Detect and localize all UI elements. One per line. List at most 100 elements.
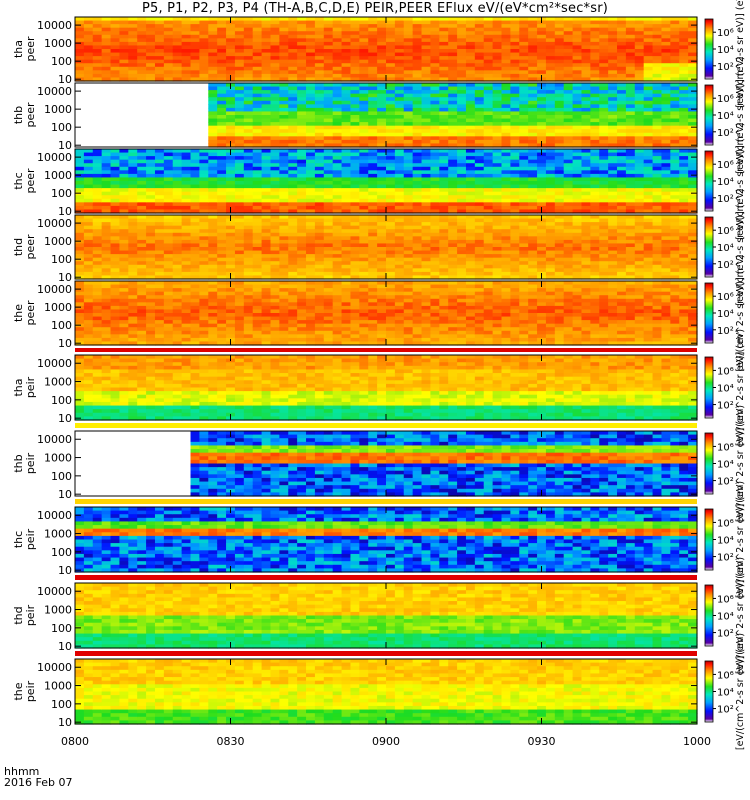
panel-species-label: peir <box>24 604 37 626</box>
panel-species-label: peer <box>24 36 37 62</box>
colorbar-unit-label: [eV/(cm^2-s sr eV)] (eV) <box>735 481 746 598</box>
panel-label: thc peer <box>12 168 37 194</box>
colorbar-unit-label: [eV/(cm^2-s sr eV)] (eV) <box>735 557 746 674</box>
panel-label: thd peir <box>12 604 37 626</box>
colorbar-unit-text: [eV/(cm^2-s sr eV)] (eV) <box>735 329 746 446</box>
x-tick-label: 1000 <box>683 735 711 748</box>
y-tick-label: 10000 <box>37 151 72 164</box>
y-tick-label: 10 <box>58 564 72 577</box>
x-tick-label: 0830 <box>217 735 245 748</box>
x-axis-date-label: 2016 Feb 07 <box>4 776 73 789</box>
colorbar <box>704 84 714 146</box>
colorbar <box>704 432 714 495</box>
x-axis-unit-label: hhmm <box>4 765 40 778</box>
colorbar-unit-text: [eV/(cm^2-s sr eV)] (eV) <box>735 254 746 371</box>
panel-probe-label: thb <box>12 454 25 472</box>
y-tick-label: 1000 <box>44 452 72 465</box>
panel-label: the peir <box>12 680 37 702</box>
colorbar-unit-label: [eV/(cm^2-s sr eV)] (eV) <box>735 633 746 750</box>
y-tick-label: 1000 <box>44 103 72 116</box>
colorbar-unit-text: [eV/(cm^2-s sr eV)] (eV) <box>735 122 746 239</box>
y-tick-label: 100 <box>51 319 72 332</box>
colorbar-unit-text: [eV/(cm^2-s sr eV)] (eV) <box>735 405 746 522</box>
panel-species-label: peer <box>24 102 37 128</box>
colorbar-tick-label: 10² <box>717 401 734 412</box>
colorbar <box>704 508 714 571</box>
spectrogram-panel <box>75 355 698 421</box>
colorbar-tick-label: 10⁴ <box>717 309 734 320</box>
y-tick-label: 10000 <box>37 585 72 598</box>
colorbar-tick-label: 10² <box>717 705 734 716</box>
panel-species-label: peir <box>24 528 37 550</box>
y-tick-label: 10 <box>58 205 72 218</box>
y-tick-label: 10000 <box>37 661 72 674</box>
y-tick-label: 100 <box>51 253 72 266</box>
y-tick-label: 10 <box>58 139 72 152</box>
colorbar-tick-label: 10⁴ <box>717 460 734 471</box>
colorbar-tick-label: 10⁶ <box>717 366 734 377</box>
panel-species-label: peir <box>24 376 37 398</box>
panel-separator-band <box>75 499 697 504</box>
panel-species-label: peer <box>24 300 37 326</box>
y-tick-label: 10000 <box>37 85 72 98</box>
y-tick-label: 1000 <box>44 376 72 389</box>
y-tick-label: 1000 <box>44 235 72 248</box>
panel-probe-label: the <box>12 304 25 322</box>
colorbar-unit-text: [eV/(cm^2-s sr eV)] (eV) <box>735 633 746 750</box>
y-tick-label: 1000 <box>44 37 72 50</box>
spectrogram-panel <box>75 583 698 649</box>
colorbar-tick-label: 10² <box>717 553 734 564</box>
panel-label: tha peir <box>12 376 37 398</box>
y-tick-label: 10000 <box>37 509 72 522</box>
panel-label: thc peir <box>12 528 37 550</box>
colorbar-tick-label: 10⁶ <box>717 518 734 529</box>
colorbar-tick-label: 10⁴ <box>717 45 734 56</box>
colorbar-tick-label: 10⁴ <box>717 243 734 254</box>
spectrogram-panel <box>75 215 698 280</box>
panel-separator-band <box>75 348 697 352</box>
colorbar-unit-text: [eV/(cm^2-s sr eV)] (eV) <box>735 56 746 173</box>
panel-probe-label: tha <box>12 378 25 396</box>
colorbar-tick-label: 10⁴ <box>717 536 734 547</box>
x-tick-label: 0800 <box>61 735 89 748</box>
x-axis-caption: hhmm 2016 Feb 07 <box>4 766 72 788</box>
colorbar-tick-label: 10² <box>717 128 734 139</box>
colorbar <box>704 150 714 212</box>
y-tick-label: 10000 <box>37 357 72 370</box>
y-tick-label: 10000 <box>37 433 72 446</box>
y-tick-label: 100 <box>51 394 72 407</box>
colorbar-tick-label: 10² <box>717 326 734 337</box>
colorbar-unit-label: [eV/(cm^2-s sr eV)] (eV) <box>735 329 746 446</box>
panel-species-label: peer <box>24 168 37 194</box>
y-tick-label: 10000 <box>37 217 72 230</box>
colorbar-tick-label: 10⁶ <box>717 226 734 237</box>
colorbar-unit-label: [eV/(cm^2-s sr eV)] (eV) <box>735 122 746 239</box>
y-tick-label: 10000 <box>37 283 72 296</box>
panel-species-label: peir <box>24 452 37 474</box>
spectrogram-panel <box>75 281 698 346</box>
y-tick-label: 10000 <box>37 19 72 32</box>
y-tick-label: 100 <box>51 187 72 200</box>
panel-probe-label: tha <box>12 40 25 58</box>
y-tick-label: 10 <box>58 337 72 350</box>
colorbar-tick-label: 10² <box>717 62 734 73</box>
y-tick-label: 10 <box>58 73 72 86</box>
colorbar <box>704 18 714 80</box>
colorbar <box>704 356 714 419</box>
y-tick-label: 100 <box>51 622 72 635</box>
colorbar-tick-label: 10⁶ <box>717 28 734 39</box>
colorbar-unit-label: [eV/(cm^2-s sr eV)] (eV) <box>735 405 746 522</box>
spectrogram-panel <box>75 17 698 82</box>
colorbar <box>704 282 714 344</box>
panel-probe-label: thc <box>12 531 25 548</box>
y-tick-label: 10 <box>58 412 72 425</box>
y-tick-label: 100 <box>51 470 72 483</box>
colorbar-tick-label: 10⁴ <box>717 111 734 122</box>
colorbar-tick-label: 10² <box>717 260 734 271</box>
y-tick-label: 1000 <box>44 680 72 693</box>
y-tick-label: 1000 <box>44 604 72 617</box>
panel-probe-label: thd <box>12 238 25 256</box>
colorbar <box>704 660 714 723</box>
panel-label: thd peer <box>12 234 37 260</box>
